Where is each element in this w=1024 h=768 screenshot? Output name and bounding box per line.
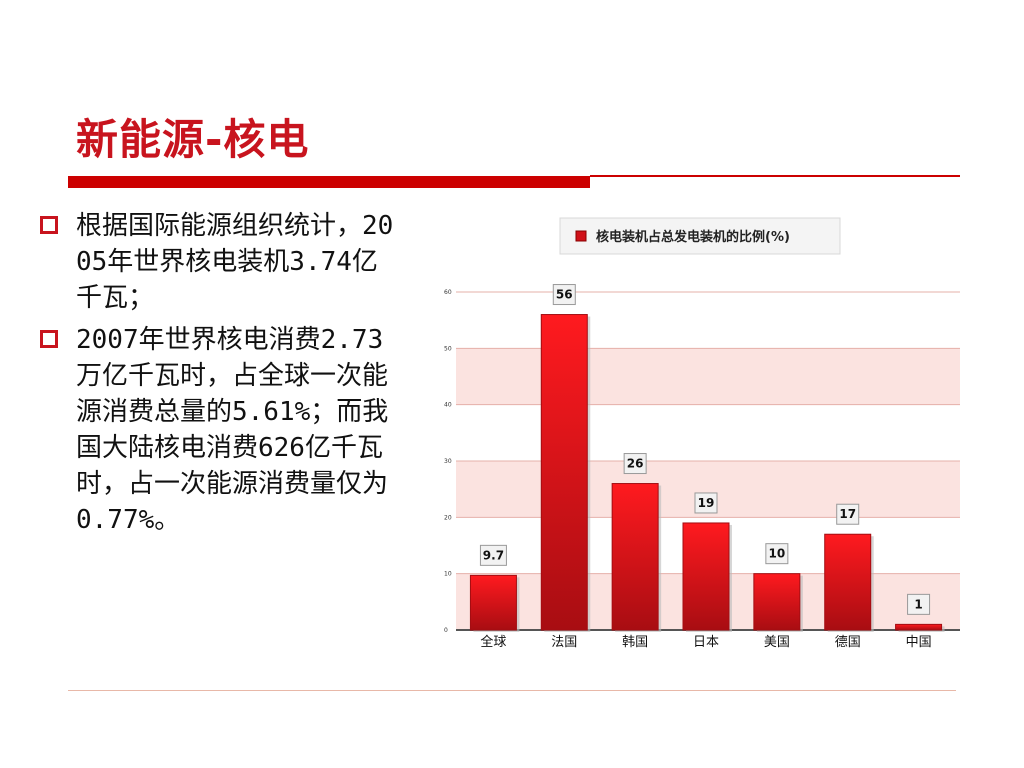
y-tick-label: 50 bbox=[444, 345, 452, 352]
category-label: 韩国 bbox=[622, 635, 648, 650]
data-label: 17 bbox=[839, 507, 856, 521]
category-label: 中国 bbox=[906, 635, 932, 650]
data-label-box bbox=[623, 453, 647, 475]
bar bbox=[895, 623, 943, 631]
bar bbox=[540, 314, 588, 631]
data-label-box bbox=[765, 543, 789, 565]
data-label: 10 bbox=[769, 547, 786, 561]
y-tick-label: 0 bbox=[444, 627, 448, 634]
data-label: 56 bbox=[556, 288, 573, 302]
bullet-text: 2007年世界核电消费2.73万亿千瓦时，占全球一次能源消费总量的5.61%；而… bbox=[76, 325, 389, 535]
y-tick-label: 10 bbox=[444, 571, 452, 578]
legend-label: 核电装机占总发电装机的比例(%) bbox=[596, 229, 790, 245]
category-label: 德国 bbox=[835, 635, 861, 650]
bar bbox=[824, 533, 872, 631]
square-bullet-icon bbox=[40, 216, 58, 234]
slide-title: 新能源-核电 bbox=[76, 115, 310, 164]
category-label: 日本 bbox=[693, 635, 719, 650]
bar bbox=[469, 574, 517, 631]
data-label-box bbox=[836, 503, 860, 525]
data-label-box bbox=[552, 284, 576, 306]
bar bbox=[682, 522, 730, 631]
bullet-item: 2007年世界核电消费2.73万亿千瓦时，占全球一次能源消费总量的5.61%；而… bbox=[40, 322, 420, 538]
title-underline bbox=[68, 176, 590, 188]
data-label-box bbox=[479, 544, 507, 566]
square-bullet-icon bbox=[40, 330, 58, 348]
legend-swatch bbox=[575, 230, 587, 242]
nuclear-ratio-bar-chart: 核电装机占总发电装机的比例(%) 0 10 20 30 40 50 60 9.7 56 26 19… bbox=[444, 217, 960, 650]
bar bbox=[611, 483, 659, 631]
y-tick-label: 40 bbox=[444, 402, 452, 409]
category-label: 法国 bbox=[551, 635, 577, 650]
y-tick-label: 60 bbox=[444, 289, 452, 296]
data-label: 9.7 bbox=[483, 548, 504, 562]
y-tick-label: 20 bbox=[444, 514, 452, 521]
footer-divider bbox=[68, 690, 956, 691]
grid-band bbox=[456, 348, 960, 405]
data-label: 26 bbox=[627, 457, 644, 471]
bar bbox=[753, 573, 801, 631]
bullet-text: 根据国际能源组织统计，2005年世界核电装机3.74亿千瓦； bbox=[76, 211, 394, 313]
data-label: 1 bbox=[914, 597, 922, 611]
data-label-box bbox=[694, 492, 718, 514]
data-label: 19 bbox=[698, 496, 715, 510]
bullet-item: 根据国际能源组织统计，2005年世界核电装机3.74亿千瓦； bbox=[40, 208, 420, 316]
category-label: 美国 bbox=[764, 635, 790, 650]
category-label: 全球 bbox=[480, 634, 506, 650]
data-label-box bbox=[907, 593, 931, 615]
y-tick-label: 30 bbox=[444, 458, 452, 465]
bullet-list: 根据国际能源组织统计，2005年世界核电装机3.74亿千瓦； 2007年世界核电… bbox=[40, 208, 420, 544]
title-underline-thin bbox=[590, 175, 960, 177]
chart-legend: 核电装机占总发电装机的比例(%) bbox=[559, 217, 841, 255]
